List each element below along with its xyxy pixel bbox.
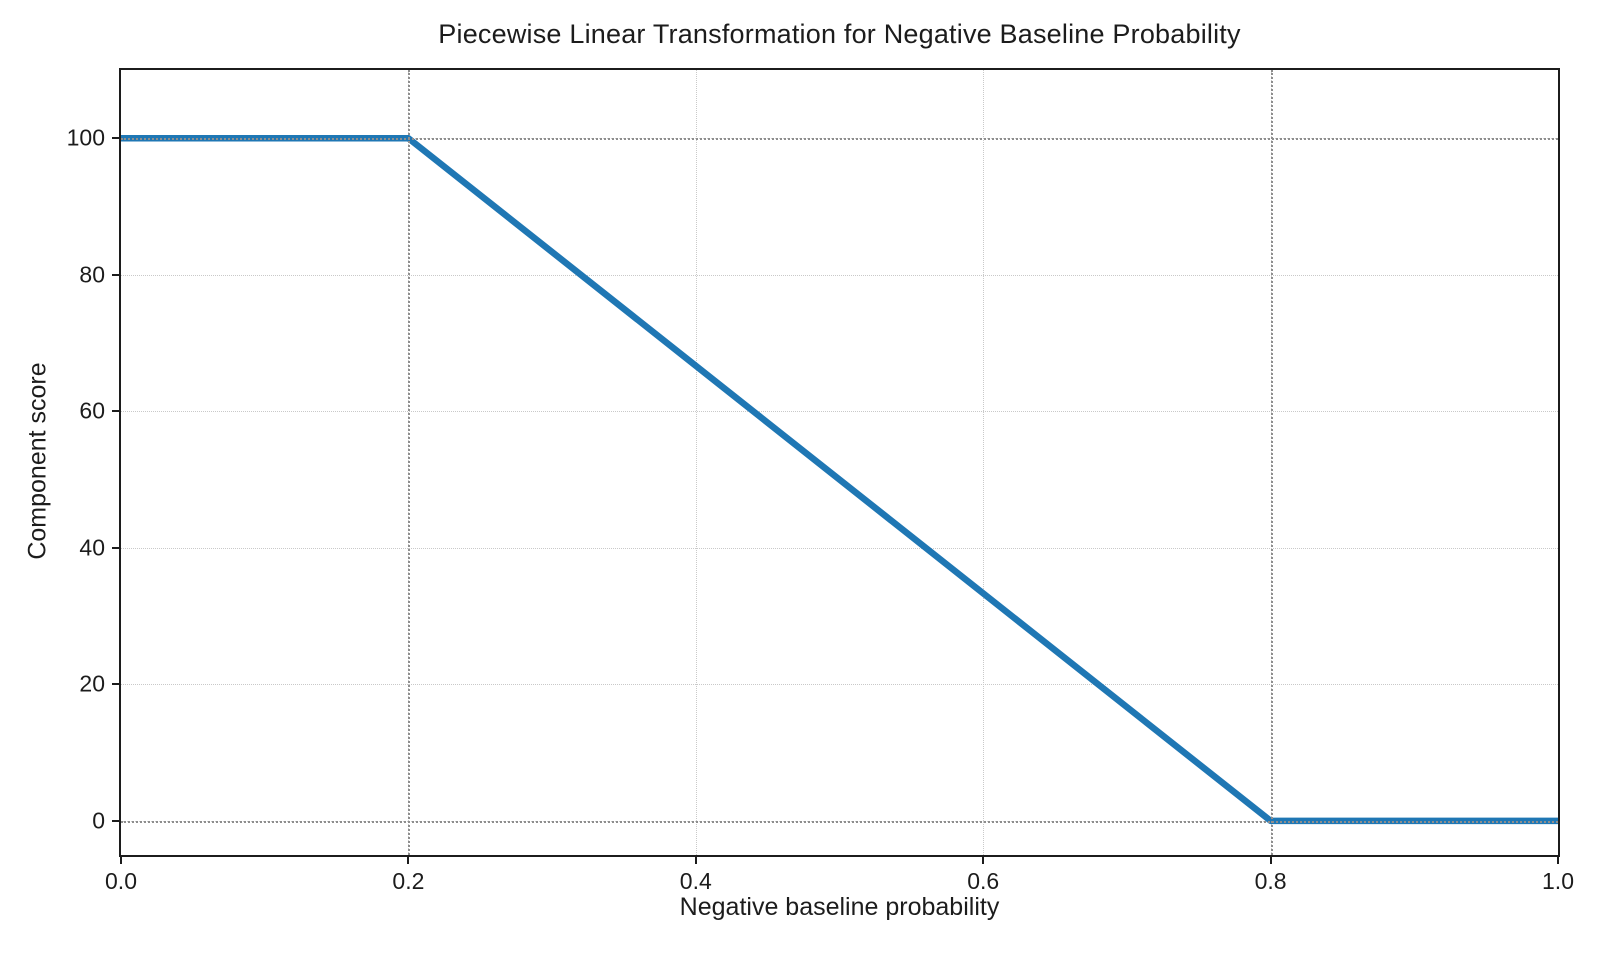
x-tick-label: 1.0 [1542,868,1574,894]
data-line [121,135,1558,825]
x-tick-mark [407,855,410,864]
x-tick-label: 0.2 [392,868,425,894]
y-tick-label: 100 [66,124,105,151]
x-tick-mark [694,855,697,864]
x-tick-mark [1557,855,1559,864]
x-tick-mark [120,855,122,864]
y-tick-mark [112,819,121,822]
y-gridline [121,684,1558,686]
x-tick-mark [982,855,985,864]
y-tick-label: 80 [79,261,105,288]
y-tick-mark [112,546,121,549]
y-gridline [121,547,1558,549]
x-reference-line [408,70,411,855]
y-gridline [121,274,1558,276]
chart-title: Piecewise Linear Transformation for Nega… [438,19,1241,49]
y-tick-mark [112,410,121,413]
x-reference-line [1270,70,1273,855]
y-gridline [121,411,1558,413]
y-tick-label: 20 [79,670,105,697]
y-reference-line [121,820,1558,823]
plot-canvas [121,135,1558,825]
x-gridline [695,70,697,855]
x-tick-mark [1269,855,1272,864]
x-gridline [983,70,985,855]
x-tick-label: 0.6 [967,868,1000,894]
x-tick-label: 0.0 [105,868,137,894]
x-axis-label: Negative baseline probability [679,893,1000,921]
y-tick-mark [112,273,121,276]
y-reference-line [121,138,1558,141]
y-tick-label: 40 [79,534,105,561]
x-tick-label: 0.8 [1254,868,1287,894]
y-tick-mark [112,683,121,686]
y-tick-label: 0 [92,807,105,834]
y-tick-label: 60 [79,397,105,424]
x-tick-label: 0.4 [679,868,712,894]
y-tick-mark [112,137,121,140]
y-axis-label: Component score [23,362,52,560]
plot-area: 0.0 0.2 0.4 0.6 0.8 1.0 0 20 40 60 80 100 [67,68,1574,894]
